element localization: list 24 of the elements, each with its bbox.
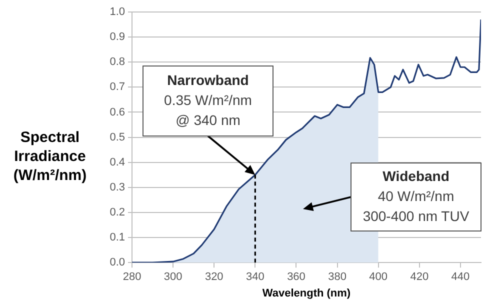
x-tick-label: 340: [246, 271, 264, 284]
y-tick-label: 0.8: [110, 56, 125, 68]
y-tick-label: 0.1: [110, 232, 125, 244]
y-tick-label: 0.3: [110, 181, 125, 194]
y-tick-label: 0.2: [110, 206, 125, 219]
x-tick-label: 360: [287, 271, 306, 284]
x-tick-label: 380: [328, 271, 346, 284]
x-tick-label: 420: [410, 271, 429, 284]
x-tick-label: 440: [451, 271, 470, 284]
annotation: Narrowband 0.35 W/m²/nm @ 340 nm: [164, 72, 252, 128]
x-tick-label: 300: [164, 271, 182, 284]
y-tick-label: 0.9: [110, 31, 125, 44]
annotation: Wideband 40 W/m²/nm 300-400 nm TUV: [362, 168, 470, 224]
y-tick-label: 0.7: [110, 81, 125, 94]
y-tick-label: 0.0: [110, 256, 125, 269]
x-tick-label: 320: [204, 271, 224, 284]
y-tick-label: 0.6: [110, 106, 125, 118]
y-tick-label: 0.4: [110, 156, 125, 168]
x-tick-label: 280: [122, 271, 142, 284]
y-tick-label: 0.5: [110, 131, 125, 144]
x-axis-title: Wavelength (nm): [262, 287, 351, 300]
x-tick-label: 400: [369, 271, 388, 284]
y-tick-label: 1.0: [110, 6, 125, 18]
y-axis-title: Spectral Irradiance (W/m²/nm): [12, 128, 88, 185]
